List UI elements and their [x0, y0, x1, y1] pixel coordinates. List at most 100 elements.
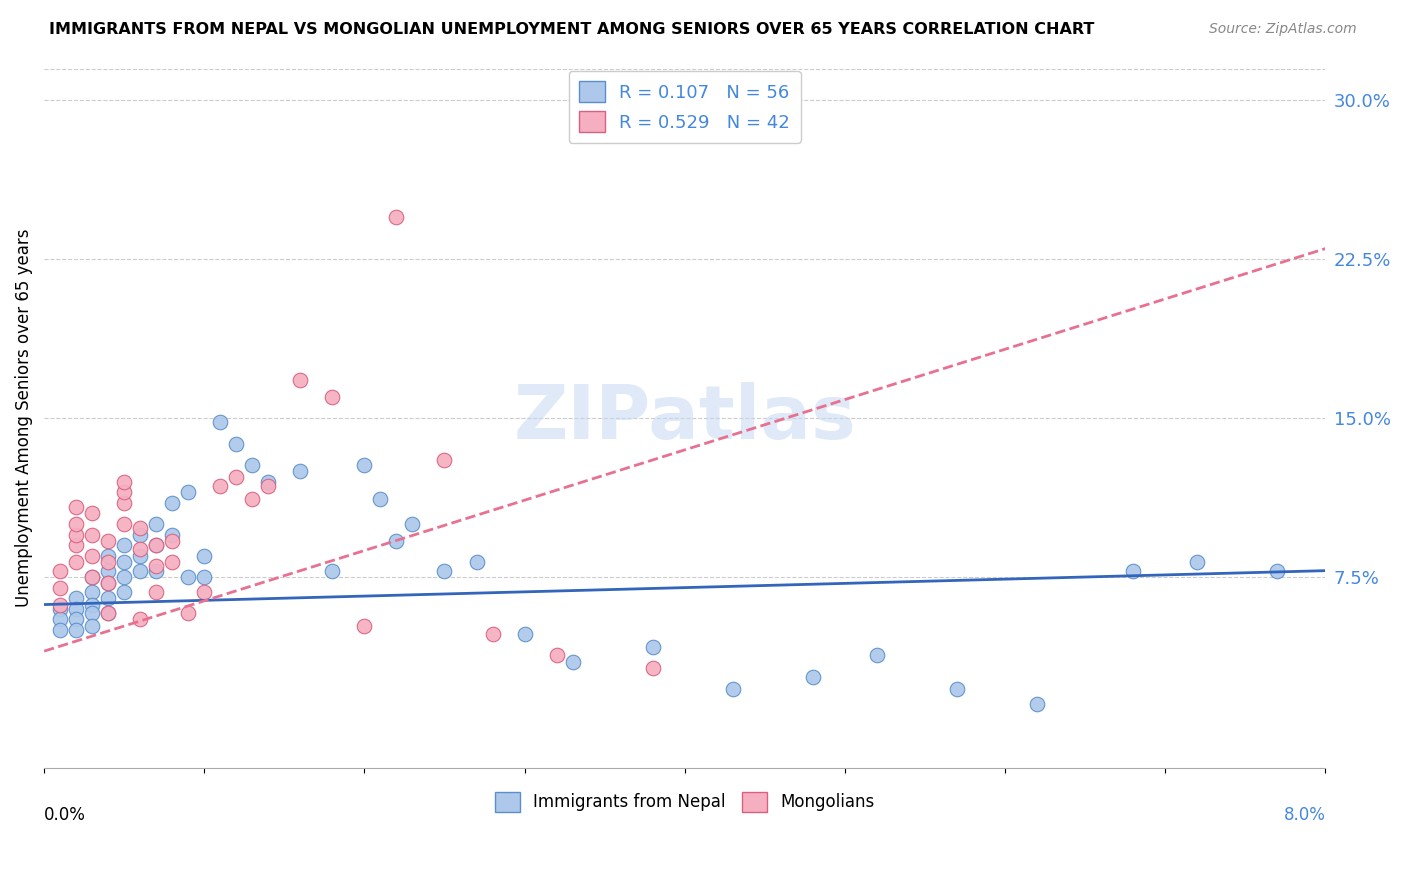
Point	[112, 585, 135, 599]
Point	[65, 527, 87, 541]
Point	[112, 516, 135, 531]
Point	[433, 453, 456, 467]
Point	[193, 570, 215, 584]
Point	[177, 606, 200, 620]
Point	[129, 542, 152, 557]
Point	[946, 682, 969, 697]
Point	[177, 485, 200, 500]
Point	[561, 655, 583, 669]
Point	[353, 458, 375, 472]
Point	[290, 373, 312, 387]
Point	[82, 598, 104, 612]
Point	[49, 602, 72, 616]
Y-axis label: Unemployment Among Seniors over 65 years: Unemployment Among Seniors over 65 years	[15, 229, 32, 607]
Point	[129, 564, 152, 578]
Point	[385, 534, 408, 549]
Point	[82, 585, 104, 599]
Point	[177, 570, 200, 584]
Point	[321, 564, 343, 578]
Point	[97, 549, 120, 563]
Point	[160, 555, 183, 569]
Point	[641, 640, 664, 654]
Point	[65, 612, 87, 626]
Point	[721, 682, 744, 697]
Point	[160, 534, 183, 549]
Point	[82, 570, 104, 584]
Legend: R = 0.107   N = 56, R = 0.529   N = 42: R = 0.107 N = 56, R = 0.529 N = 42	[568, 70, 801, 143]
Point	[145, 538, 167, 552]
Point	[97, 591, 120, 606]
Text: Source: ZipAtlas.com: Source: ZipAtlas.com	[1209, 22, 1357, 37]
Point	[82, 619, 104, 633]
Point	[225, 436, 247, 450]
Point	[160, 527, 183, 541]
Point	[65, 623, 87, 637]
Point	[1185, 555, 1208, 569]
Point	[112, 570, 135, 584]
Point	[353, 619, 375, 633]
Point	[465, 555, 488, 569]
Point	[1265, 564, 1288, 578]
Point	[129, 549, 152, 563]
Point	[97, 555, 120, 569]
Point	[65, 500, 87, 514]
Point	[82, 549, 104, 563]
Point	[82, 570, 104, 584]
Point	[370, 491, 392, 506]
Point	[112, 485, 135, 500]
Point	[546, 648, 568, 663]
Point	[257, 479, 280, 493]
Point	[112, 555, 135, 569]
Point	[97, 606, 120, 620]
Point	[481, 627, 503, 641]
Point	[433, 564, 456, 578]
Point	[97, 606, 120, 620]
Point	[97, 576, 120, 591]
Point	[1026, 697, 1049, 711]
Point	[97, 564, 120, 578]
Point	[401, 516, 423, 531]
Point	[1122, 564, 1144, 578]
Text: IMMIGRANTS FROM NEPAL VS MONGOLIAN UNEMPLOYMENT AMONG SENIORS OVER 65 YEARS CORR: IMMIGRANTS FROM NEPAL VS MONGOLIAN UNEMP…	[49, 22, 1095, 37]
Point	[97, 534, 120, 549]
Point	[209, 415, 232, 429]
Point	[145, 564, 167, 578]
Point	[290, 464, 312, 478]
Point	[160, 496, 183, 510]
Point	[65, 516, 87, 531]
Point	[82, 606, 104, 620]
Point	[82, 527, 104, 541]
Point	[129, 527, 152, 541]
Point	[385, 210, 408, 224]
Text: ZIPatlas: ZIPatlas	[513, 382, 856, 455]
Point	[112, 538, 135, 552]
Point	[112, 475, 135, 489]
Text: 0.0%: 0.0%	[44, 806, 86, 824]
Point	[129, 521, 152, 535]
Point	[257, 475, 280, 489]
Point	[65, 555, 87, 569]
Point	[112, 496, 135, 510]
Point	[240, 491, 263, 506]
Point	[145, 559, 167, 574]
Point	[641, 661, 664, 675]
Point	[97, 576, 120, 591]
Point	[65, 538, 87, 552]
Point	[129, 612, 152, 626]
Point	[49, 598, 72, 612]
Point	[49, 564, 72, 578]
Point	[145, 585, 167, 599]
Point	[49, 612, 72, 626]
Point	[240, 458, 263, 472]
Point	[209, 479, 232, 493]
Point	[866, 648, 889, 663]
Point	[65, 591, 87, 606]
Point	[82, 507, 104, 521]
Point	[801, 670, 824, 684]
Point	[49, 623, 72, 637]
Point	[65, 602, 87, 616]
Point	[49, 581, 72, 595]
Point	[193, 549, 215, 563]
Point	[513, 627, 536, 641]
Text: 8.0%: 8.0%	[1284, 806, 1326, 824]
